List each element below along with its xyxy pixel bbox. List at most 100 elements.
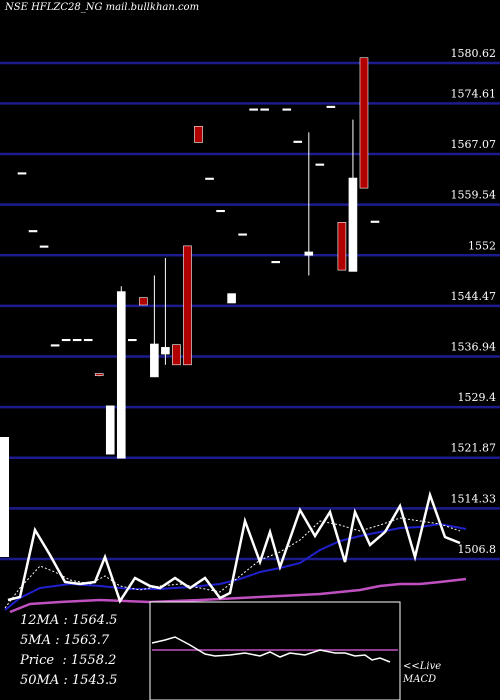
y-tick-label: 1514.33	[451, 492, 497, 505]
candle-body	[359, 57, 369, 189]
y-tick-label: 1536.94	[451, 340, 497, 353]
stat-value: 1563.7	[63, 633, 110, 648]
candle	[105, 405, 115, 455]
stat-label: 50MA	[20, 673, 60, 688]
grid-lines	[0, 61, 500, 561]
candle	[116, 286, 126, 459]
candle	[337, 222, 347, 271]
y-tick-label: 1574.61	[451, 87, 497, 100]
stat-label: 5MA	[20, 633, 51, 648]
y-tick-labels: 1580.62 1574.61 1567.07 1559.54 1552 1544.47 1…	[451, 47, 497, 556]
candle-body	[72, 338, 82, 342]
candle	[293, 140, 303, 143]
indicator-panel	[0, 437, 467, 614]
candle	[28, 230, 38, 233]
candle-body	[39, 245, 49, 248]
candle	[194, 125, 203, 143]
candles	[17, 57, 380, 459]
stat-5ma: 5MA : 1563.7	[20, 633, 110, 648]
candle	[83, 338, 93, 342]
candle-body	[271, 261, 281, 264]
candle	[359, 57, 369, 189]
candle-body	[172, 344, 181, 366]
volume-bar	[0, 437, 9, 557]
y-tick-label: 1506.8	[458, 543, 497, 556]
candle	[17, 172, 27, 175]
y-tick-label: 1529.4	[458, 391, 497, 404]
candle-body	[194, 125, 203, 143]
price-close-line	[7, 490, 461, 604]
macd-label: <<Live MACD	[403, 660, 441, 686]
stat-value: 1543.5	[71, 673, 118, 688]
candle	[227, 293, 236, 304]
candle-body	[94, 373, 104, 376]
candle-body	[128, 338, 137, 342]
candle-body	[139, 297, 148, 306]
macd-panel	[149, 601, 401, 700]
stat-50ma: 50MA : 1543.5	[20, 673, 118, 688]
stat-label: Price	[20, 653, 55, 668]
candle	[205, 177, 214, 180]
y-tick-label: 1567.07	[451, 138, 497, 151]
candle-body	[28, 230, 38, 233]
candle-body	[116, 291, 126, 459]
y-tick-label: 1580.62	[451, 47, 497, 60]
stats-panel: 12MA : 1564.5 5MA : 1563.7 Price : 1558.…	[20, 611, 117, 691]
candle-body	[50, 344, 60, 347]
chart-title: NSE HFLZC28_NG mail.bullkhan.com	[5, 2, 200, 13]
candle-body	[183, 245, 192, 366]
stat-value: 1558.2	[70, 653, 117, 668]
stat-label: 12MA	[20, 613, 60, 628]
candle-body	[17, 172, 27, 175]
y-tick-label: 1521.87	[451, 442, 497, 455]
candle-body	[326, 105, 336, 108]
macd-name-text: MACD	[403, 674, 437, 685]
candle-body	[227, 293, 236, 304]
candle	[249, 108, 258, 111]
candle-body	[105, 405, 115, 455]
candle	[72, 338, 82, 342]
candle	[128, 338, 137, 342]
candle	[150, 275, 159, 378]
candle	[326, 105, 336, 108]
candle	[183, 245, 192, 366]
candle	[370, 220, 380, 223]
candle-body	[150, 343, 159, 378]
candle	[94, 373, 104, 377]
candle	[304, 132, 314, 276]
candle	[315, 163, 325, 166]
candle	[50, 344, 60, 347]
y-tick-label: 1552	[468, 239, 496, 252]
candle-body	[315, 163, 325, 166]
candle-body	[304, 251, 314, 256]
candle-body	[216, 209, 225, 213]
candle-body	[238, 233, 247, 236]
macd-line	[151, 636, 391, 663]
candle	[39, 245, 49, 248]
candle-body	[161, 347, 170, 355]
stat-12ma: 12MA : 1564.5	[20, 613, 118, 628]
macd-live-text: <<Live	[403, 661, 442, 672]
candle-body	[249, 108, 258, 111]
candle-body	[282, 108, 292, 111]
candle	[172, 344, 181, 366]
stat-price: Price : 1558.2	[20, 653, 117, 668]
candle	[139, 297, 148, 306]
candle-body	[293, 140, 303, 143]
candle	[260, 108, 269, 111]
candle-body	[348, 177, 358, 272]
candle-body	[370, 220, 380, 223]
candle-body	[61, 338, 71, 342]
candle-body	[260, 108, 269, 111]
stat-value: 1564.5	[71, 613, 118, 628]
candle	[61, 338, 71, 342]
y-tick-label: 1544.47	[451, 290, 497, 303]
candle	[216, 209, 225, 213]
candle-body	[205, 177, 214, 180]
y-tick-label: 1559.54	[451, 189, 497, 202]
ma-long-line	[9, 577, 467, 614]
candle	[348, 119, 358, 272]
candle-body	[83, 338, 93, 342]
ma-fast-line	[4, 517, 461, 609]
